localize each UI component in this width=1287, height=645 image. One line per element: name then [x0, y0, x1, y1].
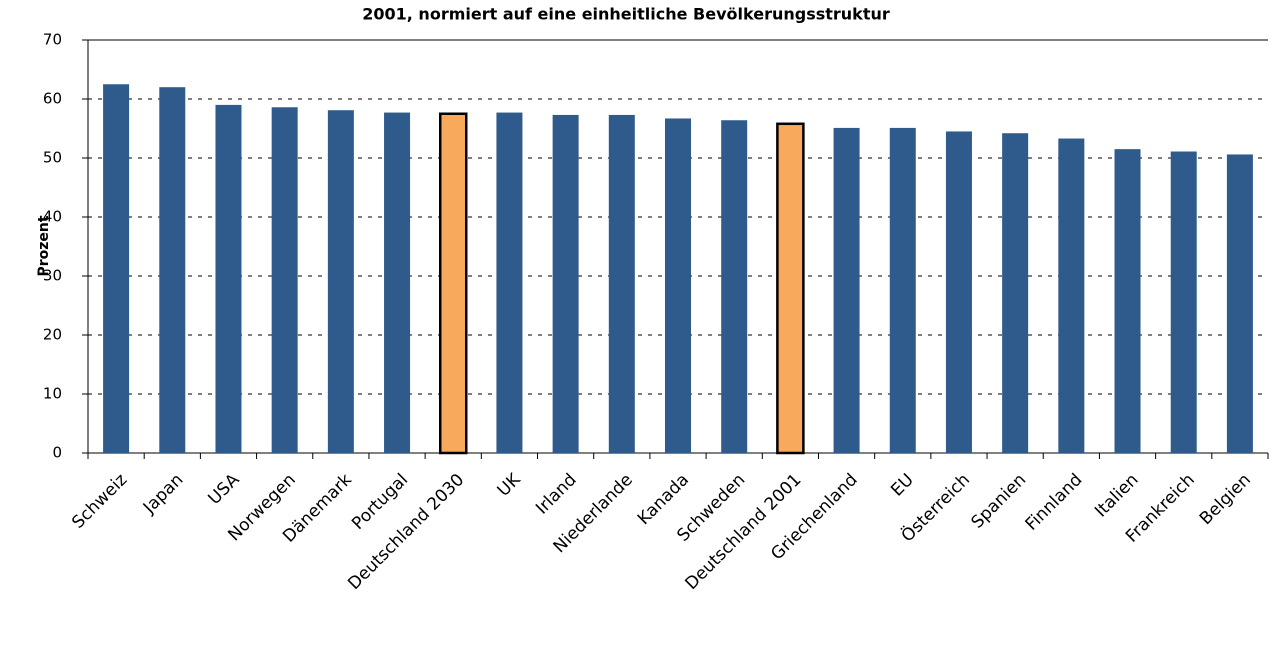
bar — [103, 84, 130, 453]
x-tick-label: Schweiz — [68, 470, 131, 533]
bar — [665, 118, 691, 453]
bar — [721, 120, 748, 454]
bar — [945, 131, 972, 453]
bar — [271, 107, 298, 453]
x-tick-label: Japan — [139, 470, 187, 518]
x-tick-label: UK — [494, 469, 525, 500]
bar — [608, 114, 635, 454]
y-tick-label: 40 — [43, 208, 62, 226]
y-tick-label: 70 — [43, 31, 62, 49]
bar — [384, 112, 411, 453]
x-tick-label: Finnland — [1022, 470, 1087, 535]
bar — [1170, 151, 1197, 453]
bar — [1058, 138, 1085, 453]
y-tick-label: 20 — [43, 326, 62, 344]
bar — [215, 104, 242, 454]
y-tick-label: 10 — [43, 385, 62, 403]
x-tick-label: EU — [887, 470, 918, 501]
bar — [889, 127, 916, 453]
x-tick-label: Belgien — [1196, 470, 1255, 529]
bar — [1226, 154, 1253, 453]
bar — [496, 112, 523, 453]
y-tick-label: 0 — [52, 444, 62, 462]
bar — [1002, 133, 1029, 453]
bar — [833, 127, 860, 453]
x-tick-label: USA — [205, 470, 244, 509]
x-tick-label: Spanien — [967, 470, 1030, 533]
bar — [327, 110, 354, 454]
y-axis-label: Prozent — [36, 215, 52, 276]
x-tick-label: Irland — [532, 470, 581, 519]
bar — [552, 114, 579, 454]
x-tick-label: Italien — [1091, 470, 1142, 521]
y-tick-label: 50 — [43, 149, 62, 167]
bar — [438, 112, 468, 455]
bar — [776, 122, 805, 455]
bar — [1114, 149, 1141, 453]
bar — [159, 87, 186, 453]
y-tick-label: 30 — [43, 267, 62, 285]
y-tick-label: 60 — [43, 90, 62, 108]
chart-title: 2001, normiert auf eine einheitliche Bev… — [362, 5, 890, 24]
